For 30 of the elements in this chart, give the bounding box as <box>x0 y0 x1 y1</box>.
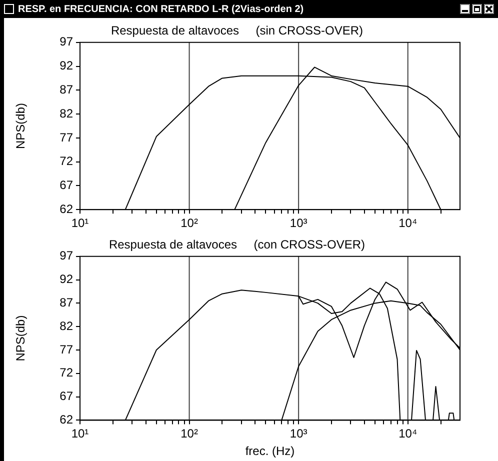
x-tick-label: 10³ <box>290 426 308 441</box>
x-tick-label: 10¹ <box>71 426 89 441</box>
chart-title: Respuesta de altavoces (con CROSS-OVER) <box>108 238 366 252</box>
y-tick-label: 82 <box>60 318 74 333</box>
y-tick-label: 97 <box>60 34 74 49</box>
y-tick-label: 77 <box>60 342 74 356</box>
y-tick-label: 82 <box>60 106 74 120</box>
y-tick-label: 67 <box>60 389 74 404</box>
y-tick-label: 62 <box>60 202 74 216</box>
y-tick-label: 67 <box>60 178 74 192</box>
y-tick-label: 92 <box>60 58 74 73</box>
x-tick-label: 10¹ <box>71 216 89 230</box>
x-tick-label: 10² <box>180 216 198 230</box>
x-tick-label: 10⁴ <box>398 216 418 230</box>
y-tick-label: 87 <box>60 296 74 310</box>
y-tick-label: 72 <box>60 366 74 380</box>
chart-title: Respuesta de altavoces (sin CROSS-OVER) <box>110 24 364 38</box>
x-tick-label: 10⁴ <box>398 426 418 441</box>
y-tick-label: 97 <box>60 248 74 263</box>
x-axis-title: frec. (Hz) <box>245 444 295 458</box>
y-tick-label: 87 <box>60 82 74 96</box>
y-axis-title: NPS(db) <box>14 102 28 150</box>
y-tick-label: 92 <box>60 272 74 286</box>
text: RESP. en FRECUENCIA: CON RETARDO L-R (2Vias-orden 2) <box>18 4 304 14</box>
x-tick-label: 10² <box>180 426 198 441</box>
x-tick-label: 10³ <box>290 216 308 230</box>
y-tick-label: 77 <box>60 130 74 144</box>
y-tick-label: 62 <box>60 412 74 427</box>
y-axis-title: NPS(db) <box>14 315 28 362</box>
y-tick-label: 72 <box>60 154 74 168</box>
